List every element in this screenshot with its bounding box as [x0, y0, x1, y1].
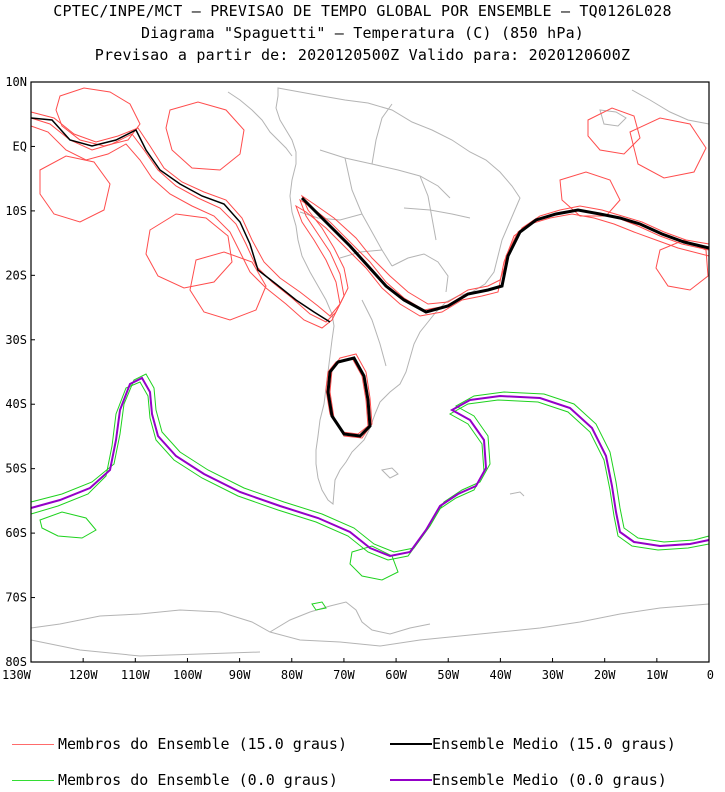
member-15c-loop-b — [165, 101, 245, 171]
patagonia-member-1 — [329, 353, 373, 439]
borders-2 — [344, 157, 393, 267]
mean-0c-line — [30, 376, 710, 558]
map-titles: CPTEC/INPE/MCT — PREVISAO DE TEMPO GLOBA… — [0, 0, 725, 66]
legend-swatch-members-0c — [12, 780, 54, 781]
member-15c-2 — [30, 111, 710, 317]
lat-label: 10N — [5, 75, 27, 89]
legend-swatch-mean-0c — [390, 779, 432, 781]
africa-coast — [631, 89, 710, 125]
falklands — [380, 467, 399, 479]
legend-item-members-0c: Membros do Ensemble (0.0 graus) — [0, 770, 380, 790]
member-15c-loop-h — [559, 171, 621, 217]
title-variable: Diagrama "Spaguetti" — Temperatura (C) (… — [140, 24, 585, 42]
member-15c-3 — [30, 125, 710, 329]
lat-label: 60S — [5, 526, 27, 540]
longitude-axis: 130W 120W 110W 100W 90W 80W 70W 60W 50W 40W 30W 20W… — [2, 658, 714, 682]
lon-label: 130W — [2, 668, 32, 682]
legend: Membros do Ensemble (15.0 graus) Ensembl… — [0, 728, 725, 792]
lon-label: 120W — [69, 668, 99, 682]
lat-label: 70S — [5, 591, 27, 605]
lon-label: 80W — [281, 668, 303, 682]
member-15c-loop-g — [629, 117, 707, 179]
legend-swatch-members-15c — [12, 744, 54, 745]
lon-label: 40W — [490, 668, 512, 682]
antarctica-coast — [30, 603, 710, 647]
south-america-coast — [275, 87, 521, 505]
member-15c-loop-d — [189, 251, 267, 321]
lon-label: 10W — [646, 668, 668, 682]
member-15c-loop-c — [145, 213, 233, 289]
lon-label: 60W — [385, 668, 407, 682]
antarctica-inner — [30, 639, 261, 657]
latitude-axis: 10N EQ 10S 20S 30S 40S 50S 60S 70S 80S — [5, 75, 35, 669]
member-0c-island — [311, 601, 327, 611]
lat-label: 10S — [5, 204, 27, 218]
lat-label: 30S — [5, 333, 27, 347]
mean-15c-patagonia — [326, 356, 372, 438]
borders-9 — [361, 299, 387, 367]
member-0c-loop-west — [39, 511, 97, 539]
borders-7 — [403, 207, 471, 219]
legend-swatch-mean-15c — [390, 743, 432, 745]
lat-label: 40S — [5, 397, 27, 411]
lon-label: 70W — [333, 668, 355, 682]
lat-label: 50S — [5, 462, 27, 476]
members-15c — [30, 87, 710, 439]
title-validity: Previsao a partir de: 2020120500Z Valido… — [94, 46, 631, 64]
borders-4 — [371, 103, 393, 165]
lon-label: 110W — [121, 668, 151, 682]
legend-label-mean-15c: Ensemble Medio (15.0 graus) — [432, 735, 676, 753]
mean-15c-pacific — [30, 117, 331, 323]
member-15c-loop-f — [587, 107, 641, 155]
member-0c-loop-drake — [349, 545, 399, 581]
borders-3 — [391, 253, 449, 293]
title-model: CPTEC/INPE/MCT — PREVISAO DE TEMPO GLOBA… — [53, 2, 672, 20]
legend-label-mean-0c: Ensemble Medio (0.0 graus) — [432, 771, 667, 789]
lon-label: 100W — [173, 668, 203, 682]
lon-label: 20W — [594, 668, 616, 682]
legend-item-mean-15c: Ensemble Medio (15.0 graus) — [380, 734, 725, 754]
lon-label: 0 — [707, 668, 714, 682]
map-border — [30, 81, 710, 663]
lon-label: 30W — [542, 668, 564, 682]
lon-label: 50W — [437, 668, 459, 682]
map-frame — [31, 82, 709, 662]
legend-label-members-15c: Membros do Ensemble (15.0 graus) — [58, 735, 347, 753]
antarctic-peninsula — [269, 601, 431, 635]
south-georgia — [509, 491, 525, 497]
member-15c-loop-e — [39, 155, 111, 223]
lat-label: EQ — [13, 139, 27, 153]
borders-8 — [419, 175, 437, 241]
northern-islands — [599, 109, 627, 127]
member-15c-loop-a — [55, 87, 141, 147]
patagonia-member-2 — [325, 357, 369, 435]
lat-label: 20S — [5, 268, 27, 282]
member-0c-3 — [30, 373, 710, 553]
mean-15c — [30, 117, 710, 438]
legend-item-mean-0c: Ensemble Medio (0.0 graus) — [380, 770, 725, 790]
legend-item-members-15c: Membros do Ensemble (15.0 graus) — [0, 734, 380, 754]
mean-0c — [30, 376, 710, 558]
lon-label: 90W — [229, 668, 251, 682]
legend-label-members-0c: Membros do Ensemble (0.0 graus) — [58, 771, 338, 789]
lat-label: 80S — [5, 655, 27, 669]
mean-15c-andes — [300, 196, 710, 314]
central-america-coast — [227, 91, 293, 157]
